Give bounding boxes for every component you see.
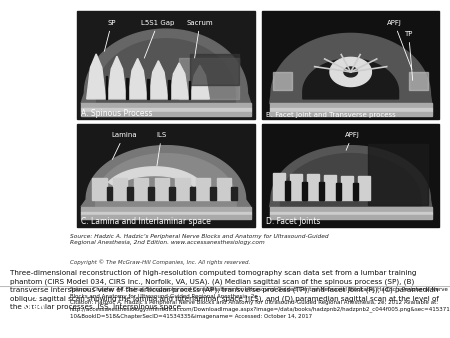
Polygon shape — [179, 58, 239, 99]
Polygon shape — [211, 187, 216, 200]
Text: B. Facet Joint and Transverse process: B. Facet Joint and Transverse process — [266, 112, 396, 118]
Polygon shape — [81, 108, 251, 112]
Polygon shape — [270, 112, 432, 116]
Text: L5S1 Gap: L5S1 Gap — [141, 20, 175, 58]
Polygon shape — [189, 187, 195, 200]
Polygon shape — [77, 124, 255, 227]
Polygon shape — [320, 182, 324, 200]
Polygon shape — [270, 146, 432, 207]
Polygon shape — [270, 215, 432, 219]
Polygon shape — [113, 177, 127, 200]
Polygon shape — [168, 80, 170, 99]
Polygon shape — [262, 124, 439, 227]
Polygon shape — [274, 72, 292, 90]
Text: TP: TP — [405, 31, 413, 80]
Polygon shape — [285, 181, 290, 200]
Polygon shape — [81, 103, 251, 108]
Text: ILS: ILS — [157, 132, 167, 166]
Polygon shape — [190, 65, 209, 99]
Polygon shape — [341, 176, 353, 200]
Polygon shape — [147, 79, 149, 99]
Text: APFJ: APFJ — [387, 20, 412, 69]
Polygon shape — [81, 29, 251, 103]
Text: APFJ: APFJ — [345, 132, 360, 150]
Polygon shape — [196, 177, 211, 200]
Text: C. Lamina and Interlaminar space: C. Lamina and Interlaminar space — [81, 217, 211, 226]
Text: Source: Hadzic A. Hadzic’s Peripheral Nerve Blocks and Anatomy for Ultrasound-Gu: Source: Hadzic A. Hadzic’s Peripheral Ne… — [70, 234, 328, 245]
Polygon shape — [302, 182, 307, 200]
Polygon shape — [108, 56, 126, 99]
Polygon shape — [270, 33, 432, 103]
Polygon shape — [270, 108, 432, 112]
Polygon shape — [126, 77, 128, 99]
Text: D. Facet Joints: D. Facet Joints — [266, 217, 320, 226]
Polygon shape — [97, 39, 235, 103]
Text: Three-dimensional reconstruction of high-resolution computed tomography scan dat: Three-dimensional reconstruction of high… — [10, 270, 439, 310]
Polygon shape — [108, 167, 201, 187]
Polygon shape — [344, 67, 357, 77]
Polygon shape — [134, 177, 148, 200]
Text: A. Spinous Process: A. Spinous Process — [81, 109, 153, 118]
Polygon shape — [190, 54, 239, 86]
Polygon shape — [107, 187, 112, 200]
Polygon shape — [330, 57, 371, 87]
Polygon shape — [270, 103, 432, 108]
Text: SP: SP — [104, 20, 116, 51]
Polygon shape — [231, 187, 237, 200]
Polygon shape — [270, 207, 432, 212]
Polygon shape — [87, 54, 106, 99]
Polygon shape — [280, 154, 421, 207]
Polygon shape — [81, 146, 251, 207]
Polygon shape — [270, 212, 432, 215]
Polygon shape — [106, 76, 108, 99]
Polygon shape — [262, 11, 439, 119]
Polygon shape — [303, 59, 399, 99]
Polygon shape — [127, 187, 133, 200]
Polygon shape — [149, 61, 168, 99]
Polygon shape — [176, 177, 189, 200]
Polygon shape — [148, 187, 154, 200]
Polygon shape — [155, 177, 169, 200]
Polygon shape — [169, 187, 175, 200]
Polygon shape — [81, 207, 251, 212]
Text: Copyright © The McGraw-Hill Companies, Inc. All rights reserved.: Copyright © The McGraw-Hill Companies, I… — [70, 260, 250, 265]
Polygon shape — [274, 173, 285, 200]
Polygon shape — [81, 112, 251, 116]
Polygon shape — [217, 177, 231, 200]
Text: Sacrum: Sacrum — [187, 20, 213, 58]
Text: Mc
Graw
Hill
Education: Mc Graw Hill Education — [13, 292, 56, 332]
Polygon shape — [81, 215, 251, 219]
Polygon shape — [336, 183, 341, 200]
Polygon shape — [290, 174, 302, 200]
Polygon shape — [170, 63, 189, 99]
Polygon shape — [307, 174, 320, 200]
Text: Lamina: Lamina — [111, 132, 137, 159]
Polygon shape — [368, 144, 428, 204]
Polygon shape — [81, 212, 251, 215]
Text: Source: Chapter 44. Spinal Sonography and Considerations for Ultrasound-Guided C: Source: Chapter 44. Spinal Sonography an… — [70, 287, 450, 319]
Polygon shape — [409, 72, 428, 90]
Polygon shape — [324, 175, 336, 200]
Polygon shape — [92, 177, 107, 200]
Polygon shape — [189, 81, 190, 99]
Polygon shape — [77, 11, 255, 119]
Polygon shape — [128, 58, 147, 99]
Polygon shape — [358, 176, 370, 200]
Polygon shape — [353, 183, 358, 200]
Polygon shape — [96, 154, 236, 207]
